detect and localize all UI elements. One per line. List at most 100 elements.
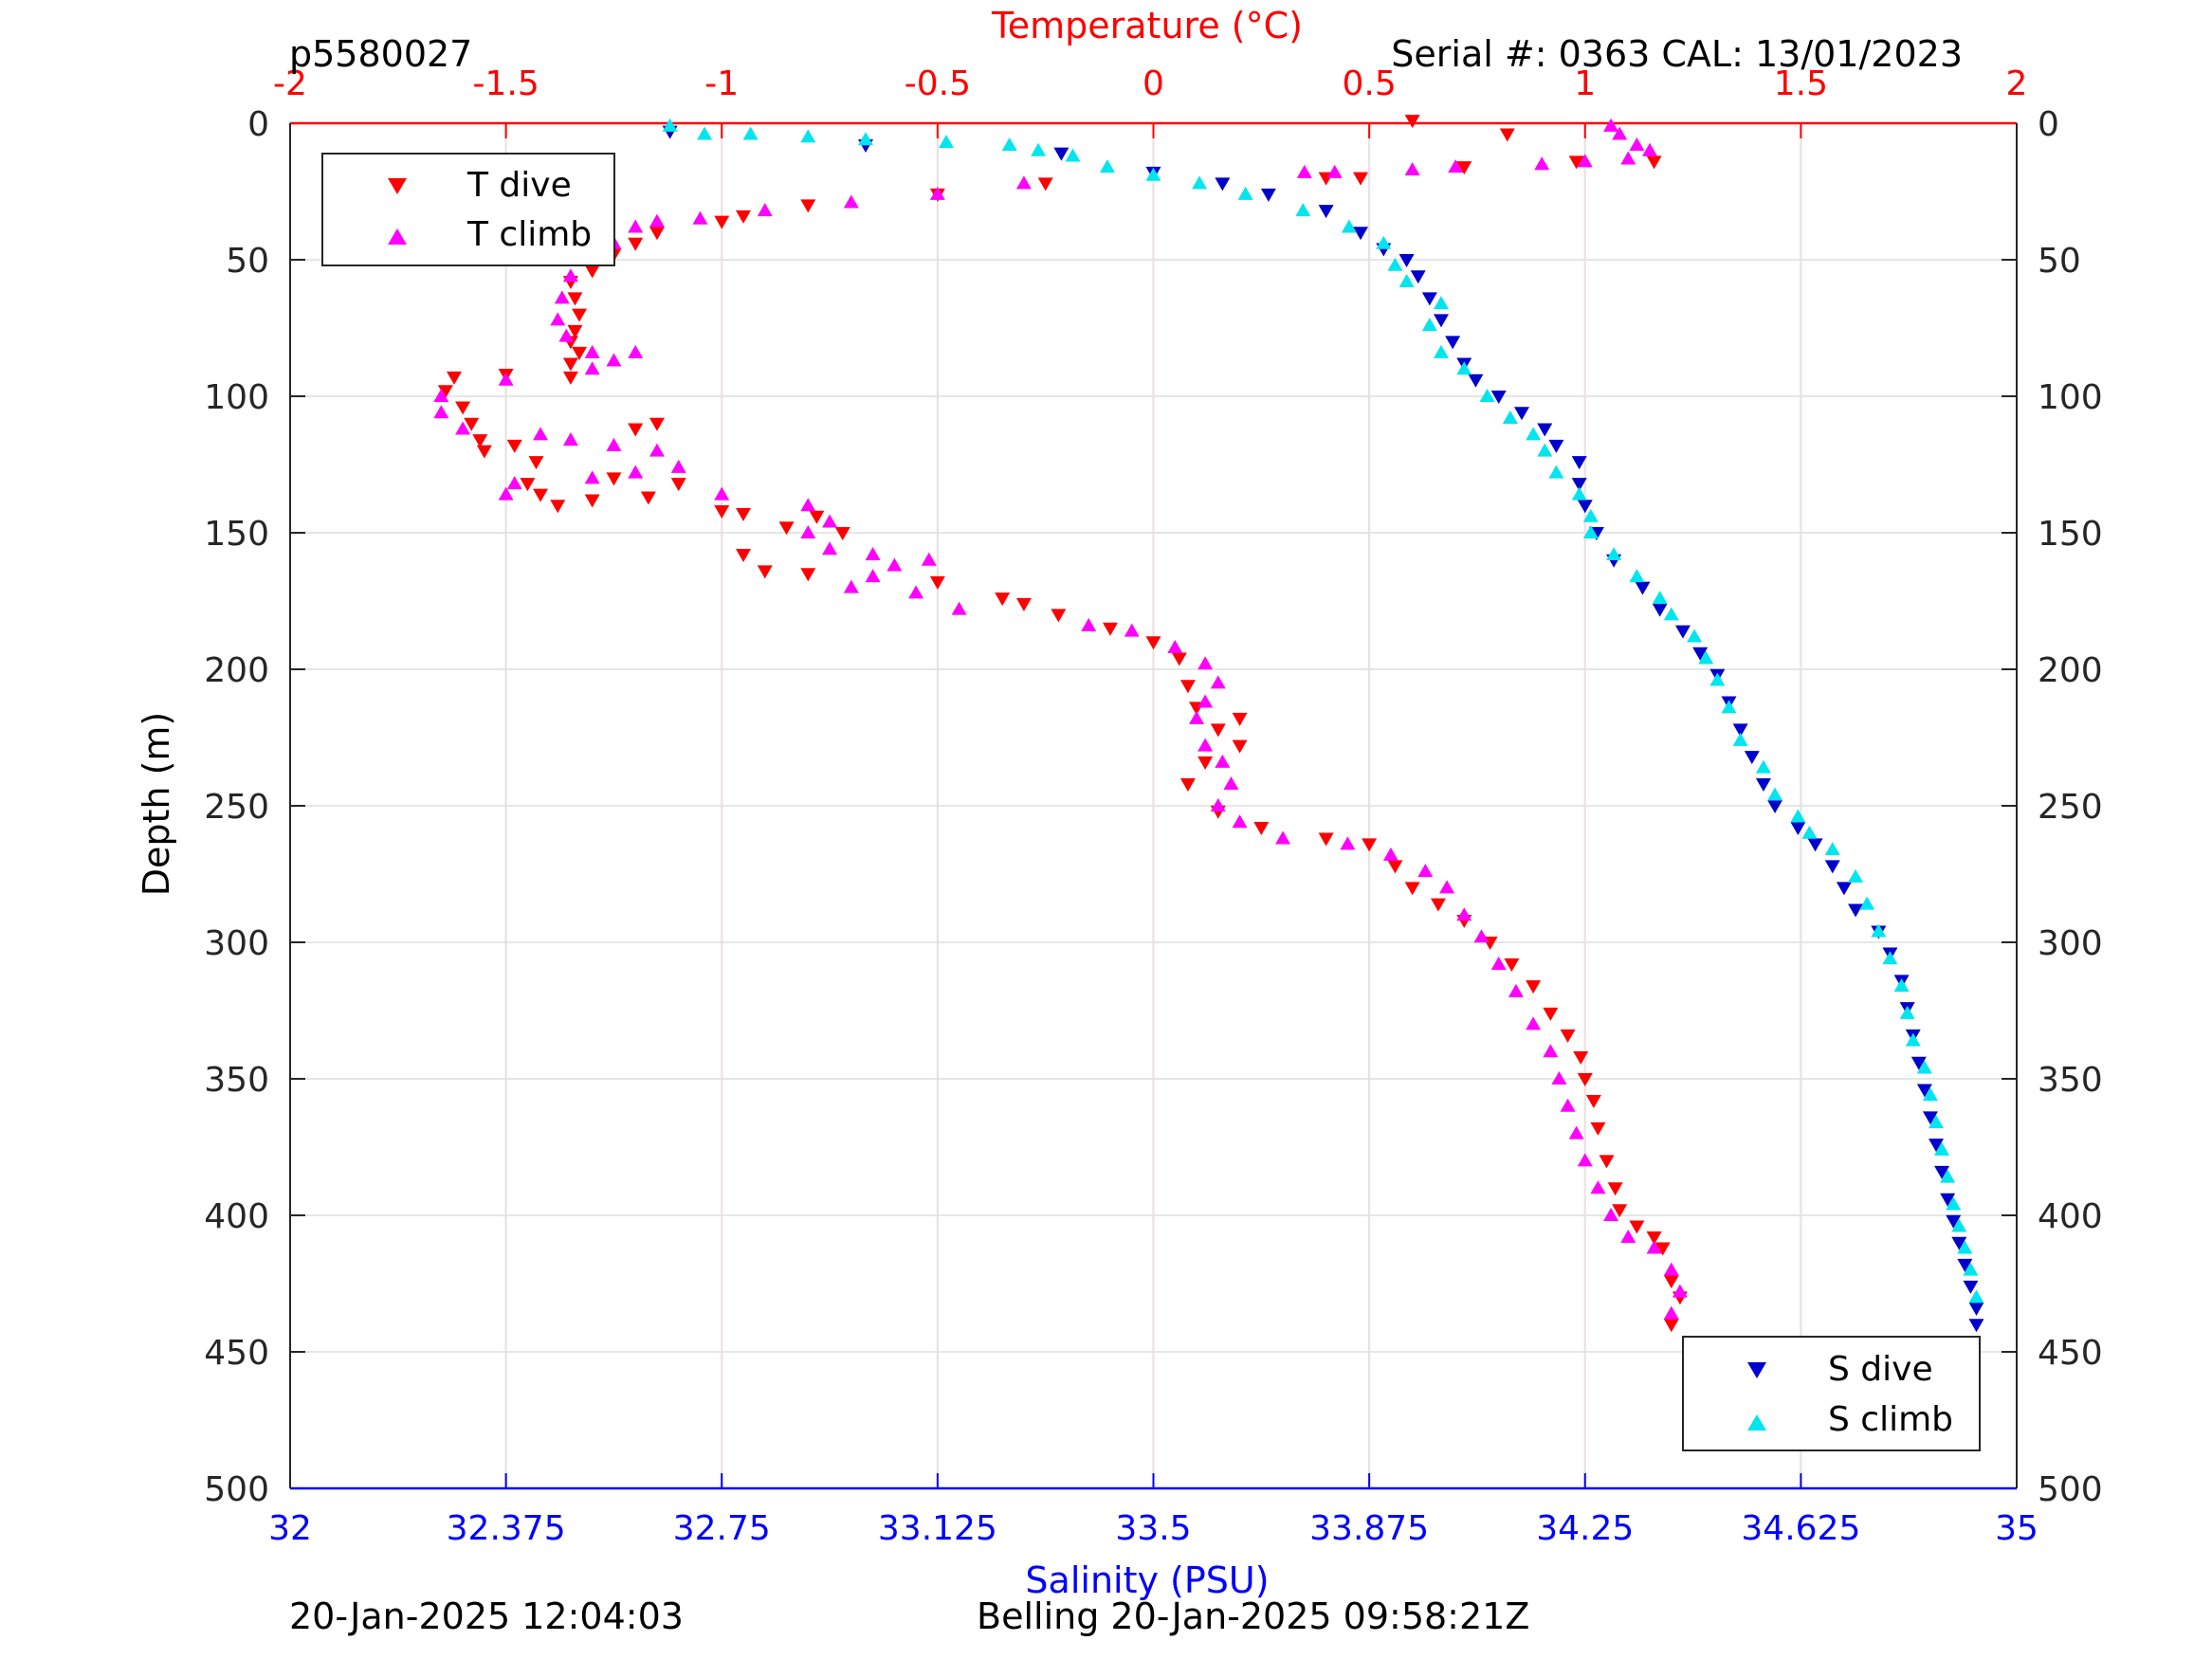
t-climb-point: [606, 437, 622, 451]
temperature-axis-label: Temperature (°C): [991, 5, 1303, 46]
t-dive-point: [584, 264, 600, 279]
t-climb-point: [498, 372, 514, 386]
t-dive-point: [562, 357, 578, 372]
s-climb-point: [1882, 951, 1898, 965]
s-climb-point: [938, 135, 954, 149]
s-climb-point: [1916, 1060, 1932, 1074]
s-climb-point: [1929, 1115, 1945, 1129]
salinity-tick-label: 32: [268, 1509, 312, 1548]
t-dive-point: [1197, 756, 1214, 770]
t-climb-point: [433, 405, 449, 419]
footer-glider-time: Belling 20-Jan-2025 09:58:21Z: [977, 1595, 1529, 1637]
s-dive-point: [1353, 227, 1369, 241]
s-climb-point: [1629, 569, 1645, 583]
t-dive-point: [606, 472, 622, 486]
s-dive-point: [1548, 439, 1564, 453]
t-climb-point: [1215, 754, 1231, 768]
t-dive-point: [476, 445, 492, 459]
s-climb-point: [1951, 1218, 1967, 1232]
t-climb-point: [1590, 1180, 1606, 1194]
s-dive-point: [1744, 751, 1760, 765]
salinity-tick-label: 33.125: [878, 1509, 997, 1548]
t-climb-point: [1551, 1071, 1567, 1085]
t-climb-point: [584, 361, 600, 375]
t-climb-point: [1197, 694, 1214, 708]
t-dive-point: [1607, 1182, 1623, 1196]
temperature-tick-label: 1: [1574, 64, 1596, 103]
t-climb-point: [822, 541, 838, 556]
t-climb-point: [584, 470, 600, 484]
t-dive-point: [1210, 723, 1226, 738]
t-climb-point: [1577, 1153, 1593, 1167]
t-climb-point: [1663, 1305, 1679, 1320]
s-climb-point: [1606, 547, 1622, 561]
t-dive-point: [995, 592, 1011, 607]
legend-s-climb-marker: [1747, 1414, 1766, 1431]
t-dive-point: [1179, 777, 1196, 792]
temperature-tick-label: -1: [704, 64, 739, 103]
t-dive-point: [1179, 680, 1196, 694]
t-climb-point: [1340, 836, 1356, 850]
depth-tick-label-left: 50: [226, 242, 269, 281]
t-climb-point: [1672, 1284, 1688, 1298]
s-dive-point: [1940, 1193, 1956, 1207]
s-dive-point: [1537, 423, 1553, 437]
t-dive-point: [1577, 1073, 1593, 1086]
t-dive-point: [1430, 898, 1446, 912]
t-dive-point: [1654, 1242, 1671, 1256]
legend-s-dive-label: S dive: [1828, 1350, 1933, 1389]
s-dive-point: [1916, 1084, 1932, 1098]
s-dive-point: [1571, 478, 1587, 492]
s-climb-point: [1893, 978, 1910, 993]
t-climb-point: [865, 547, 881, 561]
t-climb-point: [921, 552, 937, 566]
t-climb-point: [908, 585, 924, 599]
salinity-tick-label: 34.625: [1741, 1509, 1860, 1548]
t-dive-point: [1568, 155, 1584, 170]
salinity-axis-label: Salinity (PSU): [1025, 1559, 1269, 1601]
s-climb-point: [1721, 700, 1737, 714]
s-climb-point: [1934, 1141, 1950, 1156]
s-climb-point: [1946, 1196, 1962, 1211]
t-dive-point: [1253, 822, 1270, 836]
t-climb-point: [865, 569, 881, 583]
s-dive-point: [1946, 1214, 1962, 1229]
s-climb-point: [662, 118, 678, 132]
s-dive-point: [1652, 603, 1668, 617]
temperature-tick-label: -1.5: [473, 64, 539, 103]
s-climb-point: [1905, 1032, 1921, 1047]
t-climb-point: [1508, 983, 1524, 997]
t-dive-point: [584, 494, 600, 508]
t-dive-point: [800, 568, 816, 582]
t-climb-point: [1526, 1016, 1542, 1030]
s-dive-point: [1260, 188, 1276, 202]
t-climb-point: [951, 601, 967, 615]
legend-t-climb-marker: [388, 228, 407, 245]
t-dive-point: [1499, 128, 1515, 142]
t-climb-point: [1210, 675, 1226, 689]
t-climb-point: [929, 186, 945, 200]
salinity-tick-label: 34.25: [1536, 1509, 1634, 1548]
t-dive-point: [1599, 1155, 1615, 1169]
t-dive-point: [800, 199, 816, 213]
t-dive-point: [437, 385, 453, 399]
s-climb-point: [1652, 591, 1668, 605]
depth-tick-label-left: 400: [204, 1197, 269, 1236]
depth-tick-label-left: 150: [204, 515, 269, 554]
t-dive-point: [1663, 1319, 1679, 1333]
t-dive-point: [670, 478, 686, 492]
t-climb-point: [1560, 1098, 1576, 1112]
t-dive-point: [640, 491, 656, 505]
t-climb-point: [670, 459, 686, 473]
s-climb-point: [1099, 159, 1115, 173]
t-climb-point: [533, 427, 549, 441]
t-climb-point: [714, 486, 730, 501]
s-dive-point: [1490, 391, 1507, 404]
t-dive-point: [1318, 832, 1334, 847]
t-dive-point: [1646, 1231, 1662, 1246]
t-climb-point: [1543, 1044, 1559, 1058]
t-climb-point: [649, 213, 665, 228]
s-climb-point: [1698, 650, 1714, 665]
t-climb-point: [1197, 656, 1214, 670]
